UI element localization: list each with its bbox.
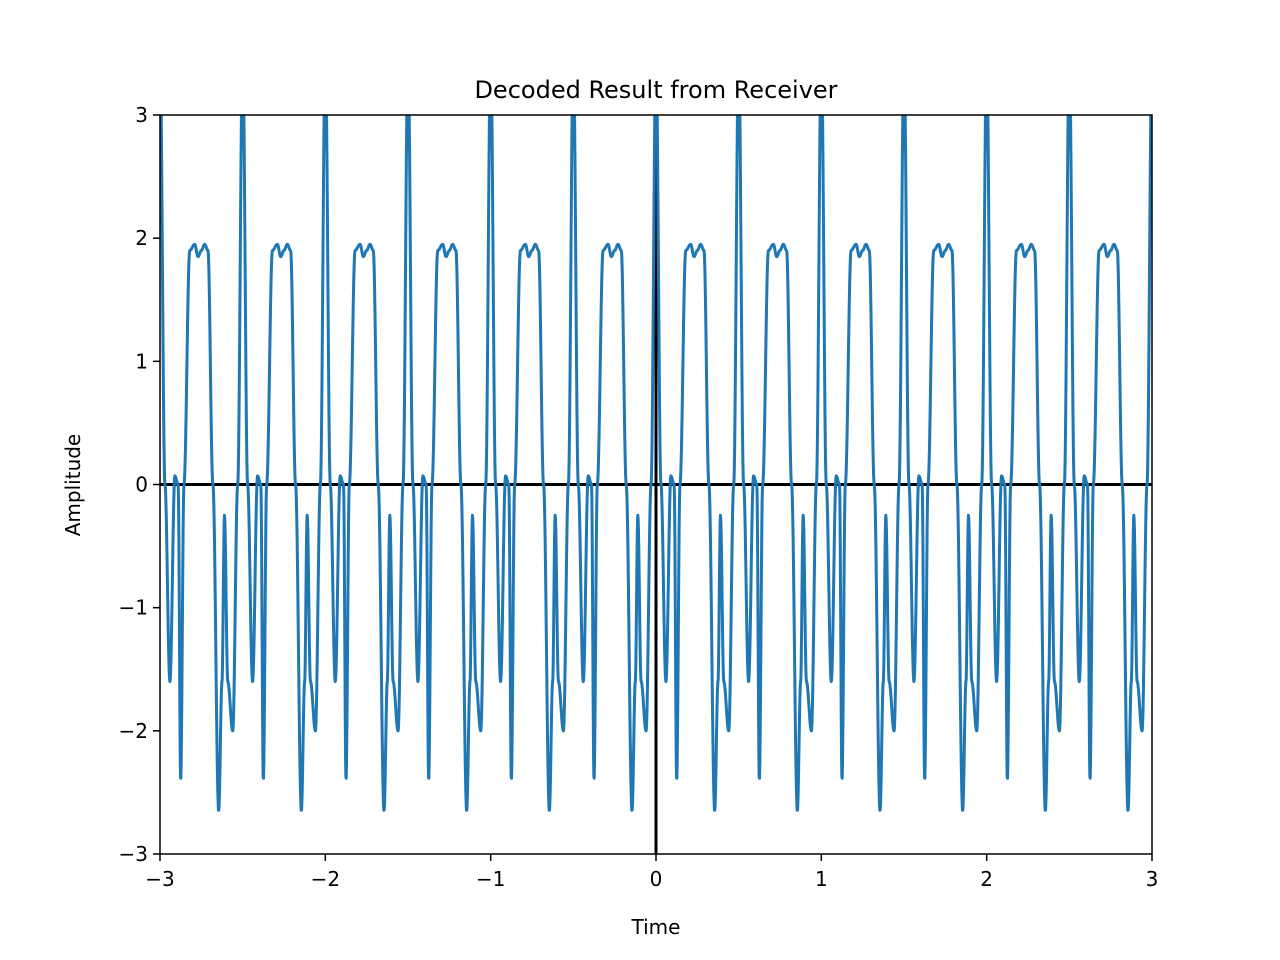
x-tick-label: −3	[145, 867, 174, 891]
x-axis-ticks: −3 −2 −1 0 1 2 3	[145, 854, 1158, 891]
x-tick-label: −2	[311, 867, 340, 891]
y-tick-label: 0	[135, 473, 148, 497]
x-tick-label: 2	[980, 867, 993, 891]
y-tick-label: −3	[119, 842, 148, 866]
y-axis-label: Amplitude	[61, 434, 85, 537]
x-axis-label: Time	[631, 915, 681, 939]
y-tick-label: 3	[135, 103, 148, 127]
x-tick-label: 3	[1146, 867, 1159, 891]
y-axis-ticks: −3 −2 −1 0 1 2 3	[119, 103, 160, 866]
y-tick-label: −1	[119, 596, 148, 620]
y-tick-label: 1	[135, 349, 148, 373]
y-tick-label: −2	[119, 719, 148, 743]
chart-title: Decoded Result from Receiver	[474, 76, 837, 104]
reference-lines	[160, 115, 1152, 854]
x-tick-label: 1	[815, 867, 828, 891]
x-tick-label: −1	[476, 867, 505, 891]
y-tick-label: 2	[135, 226, 148, 250]
x-tick-label: 0	[650, 867, 663, 891]
